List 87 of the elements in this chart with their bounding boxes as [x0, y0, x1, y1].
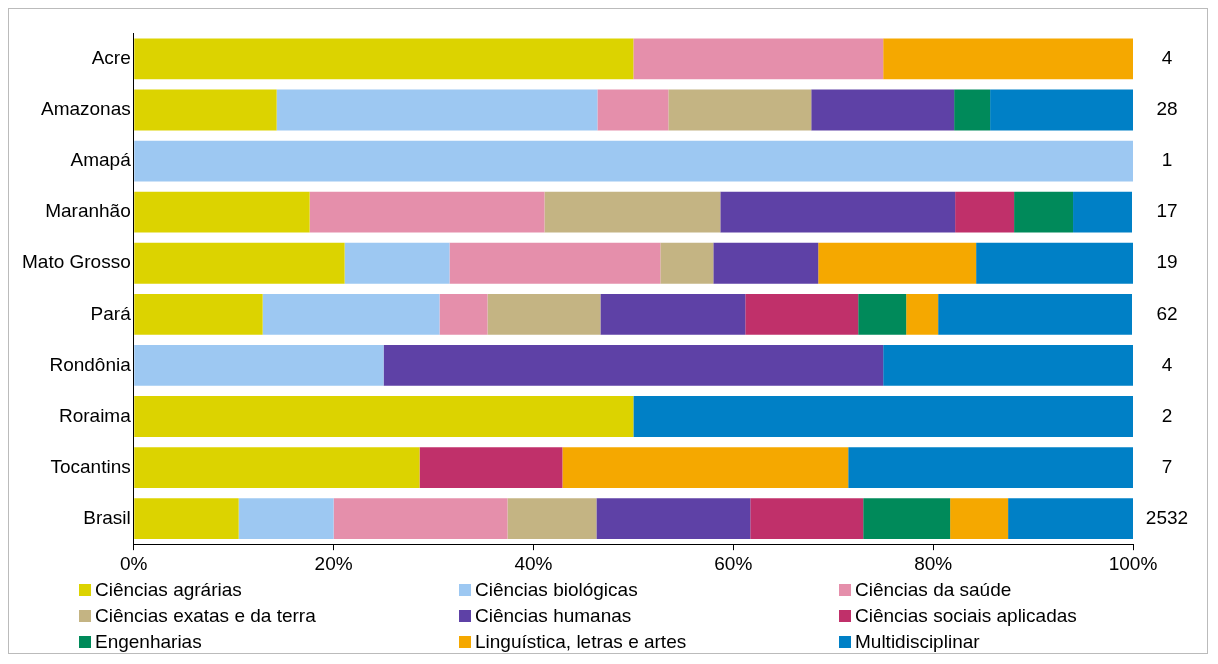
legend-label: Ciências biológicas	[475, 579, 638, 601]
x-tick-label: 60%	[714, 552, 753, 574]
bar	[449, 242, 661, 284]
text: 7	[1161, 455, 1173, 477]
bar	[633, 396, 1133, 437]
legend-label: Ciências agrárias	[95, 579, 242, 601]
bar	[950, 498, 1009, 540]
bar	[883, 344, 1133, 386]
bar	[134, 344, 384, 386]
x-tick-label: 100%	[1108, 552, 1158, 574]
bar	[333, 498, 508, 540]
bar	[858, 293, 907, 335]
bar	[238, 498, 334, 540]
y-tick-label: Amazonas	[40, 98, 131, 120]
y-tick-label: Pará	[90, 302, 132, 324]
x-tick-label: 40%	[514, 552, 553, 574]
bar	[383, 344, 884, 386]
bar	[818, 242, 977, 284]
text: 4	[1161, 47, 1173, 69]
text: 2532	[1145, 506, 1189, 528]
legend-label: Linguística, letras e artes	[475, 631, 687, 653]
bar	[134, 447, 420, 489]
bar	[439, 293, 488, 335]
y-tick-label: Roraima	[58, 404, 132, 426]
text: 2	[1161, 404, 1173, 426]
bar	[1008, 498, 1133, 540]
bar	[955, 191, 1015, 233]
bar	[668, 89, 812, 131]
bar	[134, 191, 310, 233]
bar	[633, 38, 884, 80]
bar	[309, 191, 545, 233]
bar	[938, 293, 1132, 335]
y-tick-label: Rondônia	[49, 353, 132, 375]
bar	[597, 89, 669, 131]
bar	[134, 396, 634, 437]
legend-label: Multidisciplinar	[855, 631, 980, 653]
text: 4	[1161, 353, 1173, 375]
text: 1	[1161, 149, 1173, 171]
bar	[134, 38, 634, 80]
bar	[720, 191, 956, 233]
bar	[883, 38, 1133, 80]
bar	[276, 89, 598, 131]
bar	[134, 140, 1133, 182]
legend-label: Ciências da saúde	[855, 579, 1012, 601]
bar	[811, 89, 955, 131]
bar	[344, 242, 450, 284]
legend-label: Ciências sociais aplicadas	[855, 605, 1077, 627]
y-tick-label: Acre	[91, 47, 131, 69]
text: 28	[1156, 98, 1178, 120]
legend-label: Engenharias	[95, 631, 202, 653]
bar	[976, 242, 1133, 284]
bar	[596, 498, 751, 540]
legend-label: Ciências humanas	[475, 605, 632, 627]
x-tick-label: 0%	[120, 552, 148, 574]
bar	[262, 293, 440, 335]
bar	[906, 293, 939, 335]
bar	[544, 191, 721, 233]
y-tick-label: Brasil	[83, 506, 131, 528]
bar	[660, 242, 714, 284]
bar	[134, 89, 277, 131]
text: 19	[1156, 251, 1178, 273]
bar	[990, 89, 1133, 131]
y-tick-label: Mato Grosso	[21, 251, 131, 273]
text: 62	[1156, 302, 1178, 324]
x-tick-label: 20%	[314, 552, 353, 574]
bar	[954, 89, 991, 131]
bar	[507, 498, 597, 540]
bar	[750, 498, 864, 540]
bar	[745, 293, 859, 335]
bar	[487, 293, 601, 335]
bar	[134, 242, 345, 284]
bar	[848, 447, 1133, 489]
bar	[419, 447, 563, 489]
text: 17	[1156, 200, 1178, 222]
bar	[863, 498, 951, 540]
y-tick-label: Tocantins	[50, 455, 131, 477]
x-tick-label: 80%	[914, 552, 953, 574]
bar	[600, 293, 746, 335]
bar	[1073, 191, 1132, 233]
y-tick-label: Maranhão	[45, 200, 131, 222]
bar	[1014, 191, 1074, 233]
bar	[134, 293, 263, 335]
bar	[713, 242, 819, 284]
y-tick-label: Amapá	[70, 149, 132, 171]
legend-label: Ciências exatas e da terra	[95, 605, 316, 627]
bar	[134, 498, 239, 540]
bar	[562, 447, 849, 489]
